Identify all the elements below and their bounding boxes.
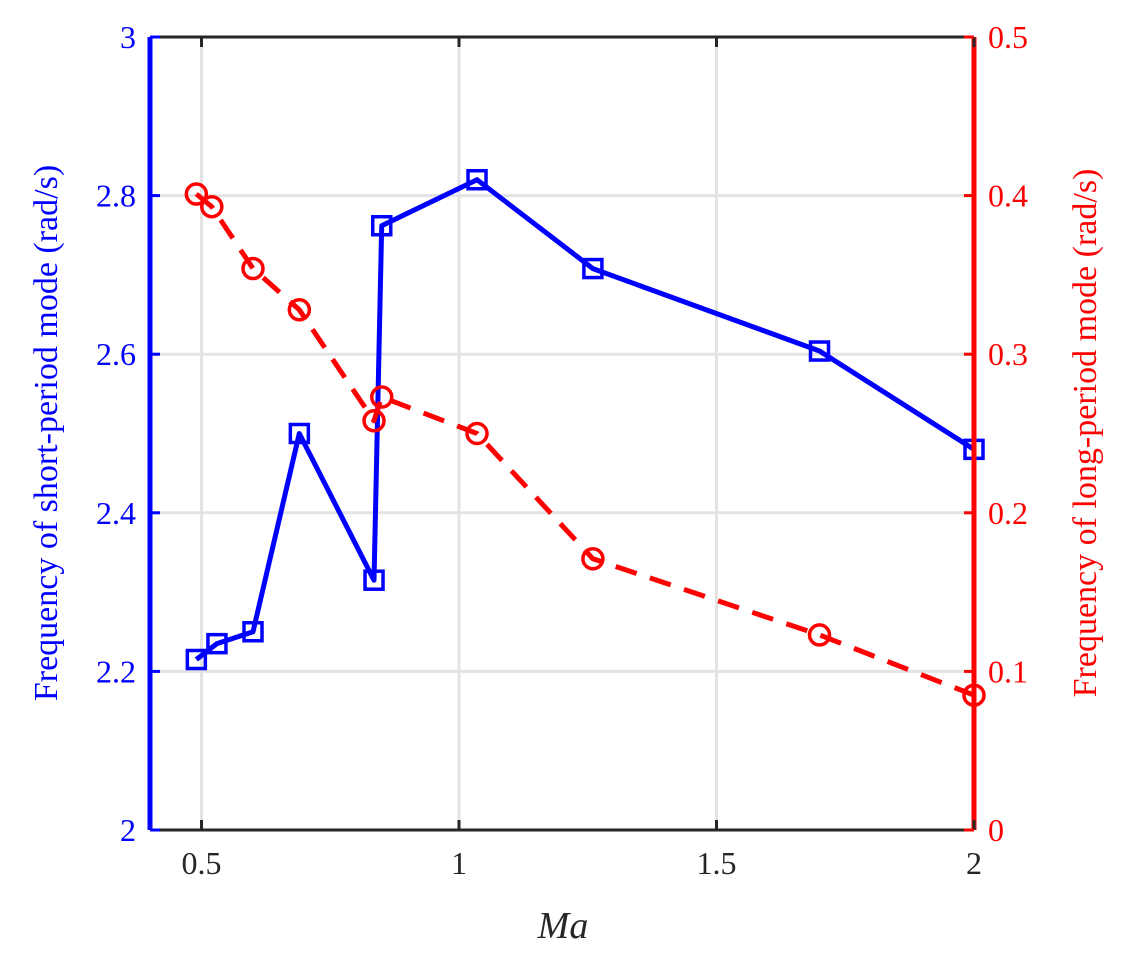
series-0-point-3	[288, 422, 311, 445]
y-right-tick-label-0: 0	[988, 812, 1004, 848]
axes	[147, 35, 977, 832]
y-axis-left-label: Frequency of short-period mode (rad/s)	[28, 165, 65, 701]
y-left-tick-label-2: 2.4	[96, 495, 136, 531]
x-tick-label-1: 1	[451, 845, 467, 881]
x-tick-label-3: 2	[966, 845, 982, 881]
series-0-point-8	[808, 340, 831, 362]
y-right-tick-label-2: 0.2	[988, 495, 1028, 531]
y-axis-right-label: Frequency of long-period mode (rad/s)	[1067, 169, 1104, 698]
x-tick-label-0: 0.5	[182, 845, 222, 881]
y-left-tick-label-1: 2.2	[96, 653, 136, 689]
series-0-point-7	[582, 257, 604, 280]
series-1-point-1	[200, 194, 224, 219]
series-0-point-1	[206, 632, 228, 655]
series-1-point-5	[370, 385, 394, 409]
x-tick-label-2: 1.5	[697, 845, 737, 881]
series-1-point-6	[465, 421, 489, 446]
series-1-point-3	[287, 298, 312, 322]
y-right-tick-label-5: 0.5	[988, 19, 1028, 55]
y-left-tick-label-4: 2.8	[96, 178, 136, 214]
series-0-point-5	[371, 214, 393, 237]
series-1-point-0	[184, 182, 209, 206]
x-axis-label: Ma	[537, 905, 589, 947]
series-1-point-2	[241, 256, 265, 281]
y-right-tick-label-1: 0.1	[988, 653, 1028, 689]
series-1-line	[194, 192, 975, 698]
series-0-point-4	[363, 569, 385, 591]
y-left-tick-label-0: 2	[120, 812, 136, 848]
series-0-point-0	[185, 648, 208, 671]
series-0-point-2	[242, 621, 264, 643]
series-1-point-7	[581, 547, 605, 571]
y-left-tick-label-5: 3	[120, 19, 136, 55]
y-right-tick-label-3: 0.3	[988, 336, 1028, 372]
tick-labels: 0.5 1 1.5 2 2 2.2 2.4 2.6 2.8 3 0 0.1 0.2 0.3 0.4 0.5	[96, 19, 1028, 881]
series-1-point-4	[362, 409, 386, 433]
series-0-point-6	[466, 168, 488, 191]
series-1-point-8	[807, 623, 832, 647]
y-right-tick-label-4: 0.4	[988, 178, 1028, 214]
y-left-tick-label-3: 2.6	[96, 336, 136, 372]
